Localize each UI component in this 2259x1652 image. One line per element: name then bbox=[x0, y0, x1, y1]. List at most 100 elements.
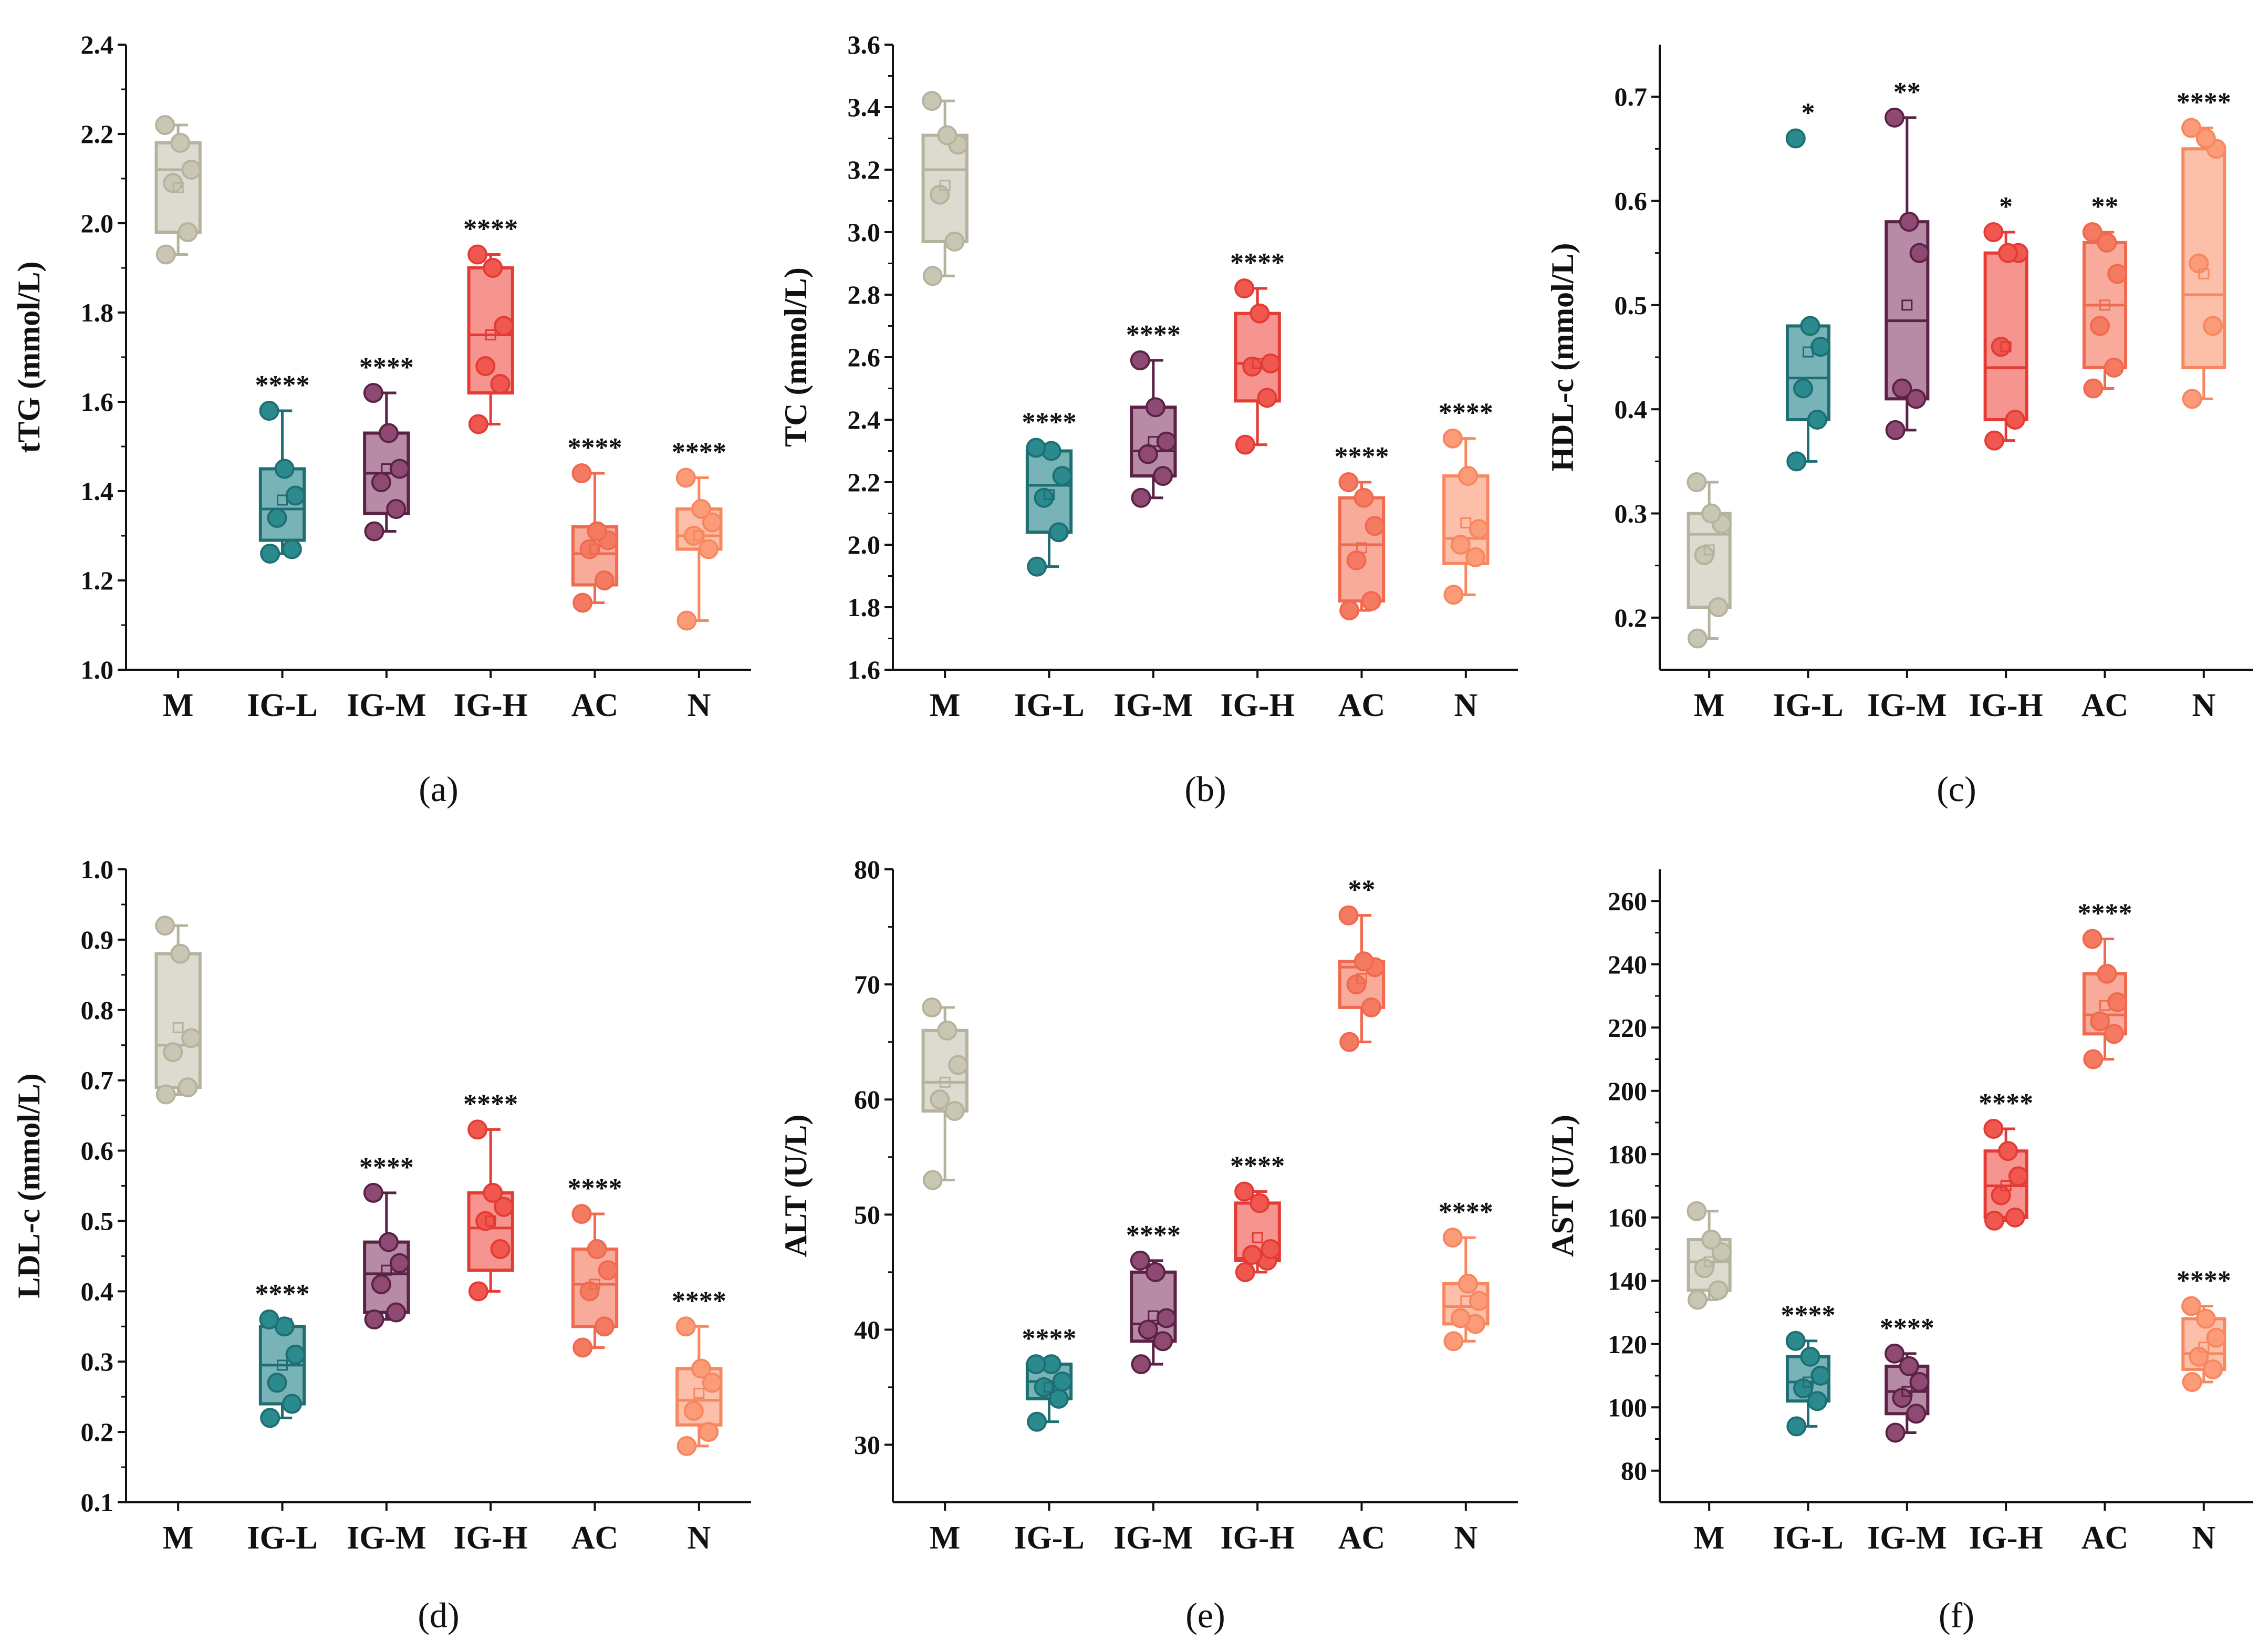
x-tick-label: M bbox=[163, 1520, 194, 1556]
y-tick-label: 3.4 bbox=[848, 92, 881, 122]
y-tick-label: 0.5 bbox=[81, 1206, 114, 1235]
significance-label: **** bbox=[672, 438, 726, 467]
data-point bbox=[675, 1316, 696, 1337]
significance-label: **** bbox=[1979, 1088, 2033, 1118]
panel-b: 1.6 1.8 2.0 2.2 2.4 2.6 2.8 3.0 3.2 3.4 3.6 TC (mmo… bbox=[778, 30, 1518, 809]
mean-marker bbox=[2198, 268, 2210, 279]
data-point bbox=[2090, 1011, 2110, 1032]
y-tick-label: 2.2 bbox=[81, 119, 114, 149]
data-point bbox=[2104, 357, 2124, 378]
significance-label: **** bbox=[2177, 88, 2231, 118]
mean-marker bbox=[939, 180, 951, 191]
data-point bbox=[1235, 1262, 1255, 1282]
y-tick-label: 0.5 bbox=[1615, 290, 1648, 320]
data-point bbox=[1800, 316, 1820, 336]
x-tick-label: M bbox=[1694, 688, 1725, 723]
data-point bbox=[594, 1316, 615, 1337]
y-tick-label: 40 bbox=[854, 1315, 880, 1344]
data-point bbox=[1909, 243, 1930, 263]
y-tick-label: 1.6 bbox=[848, 655, 881, 684]
data-point bbox=[699, 539, 719, 559]
mean-marker bbox=[1148, 1310, 1159, 1322]
data-point bbox=[944, 231, 965, 252]
data-point bbox=[2082, 929, 2102, 949]
data-point bbox=[2005, 410, 2025, 430]
data-point bbox=[1458, 1273, 1478, 1294]
y-tick-label: 120 bbox=[1608, 1329, 1647, 1359]
box-ig-l: **** bbox=[1022, 1324, 1077, 1432]
data-point bbox=[683, 1400, 704, 1421]
significance-label: **** bbox=[359, 1152, 414, 1182]
box-n: **** bbox=[672, 1286, 726, 1456]
data-point bbox=[260, 1408, 280, 1428]
data-point bbox=[1052, 1371, 1073, 1391]
panel-a: 1.0 1.2 1.4 1.6 1.8 2.0 2.2 2.4 tTG (mmol/L) M IG-… bbox=[12, 30, 751, 809]
x-tick-label: AC bbox=[1338, 1520, 1386, 1556]
data-point bbox=[2182, 389, 2202, 409]
data-point bbox=[2097, 232, 2117, 253]
data-point bbox=[1909, 1372, 1930, 1393]
data-point bbox=[364, 1309, 384, 1329]
mean-marker bbox=[2099, 1000, 2110, 1011]
data-point bbox=[2008, 1166, 2028, 1187]
y-axis-title: TC (mmol/L) bbox=[778, 267, 813, 447]
data-point bbox=[598, 1260, 618, 1281]
data-point bbox=[181, 160, 202, 180]
box-ac: **** bbox=[2078, 899, 2132, 1069]
data-point bbox=[1026, 438, 1046, 458]
y-tick-label: 3.6 bbox=[848, 30, 881, 59]
data-point bbox=[467, 1119, 488, 1140]
data-point bbox=[702, 512, 722, 533]
box-ac: ** bbox=[2082, 192, 2128, 399]
x-tick-label: IG-L bbox=[247, 688, 317, 723]
significance-label: **** bbox=[255, 1279, 310, 1309]
significance-label: **** bbox=[568, 433, 622, 463]
data-point bbox=[1338, 905, 1359, 926]
mean-marker bbox=[2000, 1180, 2012, 1191]
data-point bbox=[1810, 337, 1831, 357]
box-ac: ** bbox=[1338, 875, 1386, 1052]
data-point bbox=[2104, 1024, 2124, 1044]
box-n: **** bbox=[672, 438, 726, 631]
data-point bbox=[155, 244, 176, 265]
y-tick-label: 80 bbox=[854, 855, 880, 884]
mean-marker bbox=[589, 544, 600, 555]
data-point bbox=[1339, 1032, 1360, 1052]
box-ig-m: **** bbox=[359, 352, 414, 542]
box-iqr bbox=[154, 952, 202, 1089]
significance-label: **** bbox=[1022, 1324, 1077, 1354]
data-point bbox=[1338, 472, 1359, 492]
panel-d: 0.1 0.2 0.3 0.4 0.5 0.6 0.7 0.8 0.9 1.0 LDL-c (mmo… bbox=[12, 855, 751, 1635]
x-tick-label: N bbox=[687, 688, 711, 723]
data-point bbox=[2195, 128, 2216, 149]
box-m bbox=[154, 916, 202, 1105]
data-point bbox=[699, 1422, 719, 1442]
data-point bbox=[274, 459, 295, 479]
data-point bbox=[922, 997, 942, 1017]
data-point bbox=[1145, 1262, 1165, 1282]
data-point bbox=[1984, 430, 2005, 451]
data-point bbox=[1026, 1354, 1046, 1375]
panel-caption: (f) bbox=[1939, 1595, 1974, 1635]
y-tick-label: 1.8 bbox=[81, 298, 114, 327]
data-point bbox=[1339, 600, 1360, 620]
y-tick-label: 3.2 bbox=[848, 155, 881, 184]
box-m bbox=[1687, 472, 1732, 649]
data-point bbox=[1807, 1391, 1827, 1411]
significance-label: ** bbox=[2091, 192, 2119, 222]
data-point bbox=[1810, 1366, 1831, 1386]
data-point bbox=[363, 383, 383, 403]
box-ig-m: **** bbox=[1126, 320, 1181, 508]
x-tick-label: IG-L bbox=[1014, 1520, 1084, 1556]
data-point bbox=[1027, 556, 1047, 577]
data-point bbox=[2083, 378, 2104, 399]
data-point bbox=[1242, 1244, 1263, 1265]
data-point bbox=[2203, 316, 2223, 336]
data-point bbox=[1785, 128, 1806, 149]
y-tick-label: 60 bbox=[854, 1085, 880, 1114]
data-point bbox=[483, 258, 503, 278]
x-tick-label: IG-H bbox=[454, 688, 528, 723]
data-point bbox=[155, 115, 175, 135]
box-m bbox=[154, 115, 202, 265]
